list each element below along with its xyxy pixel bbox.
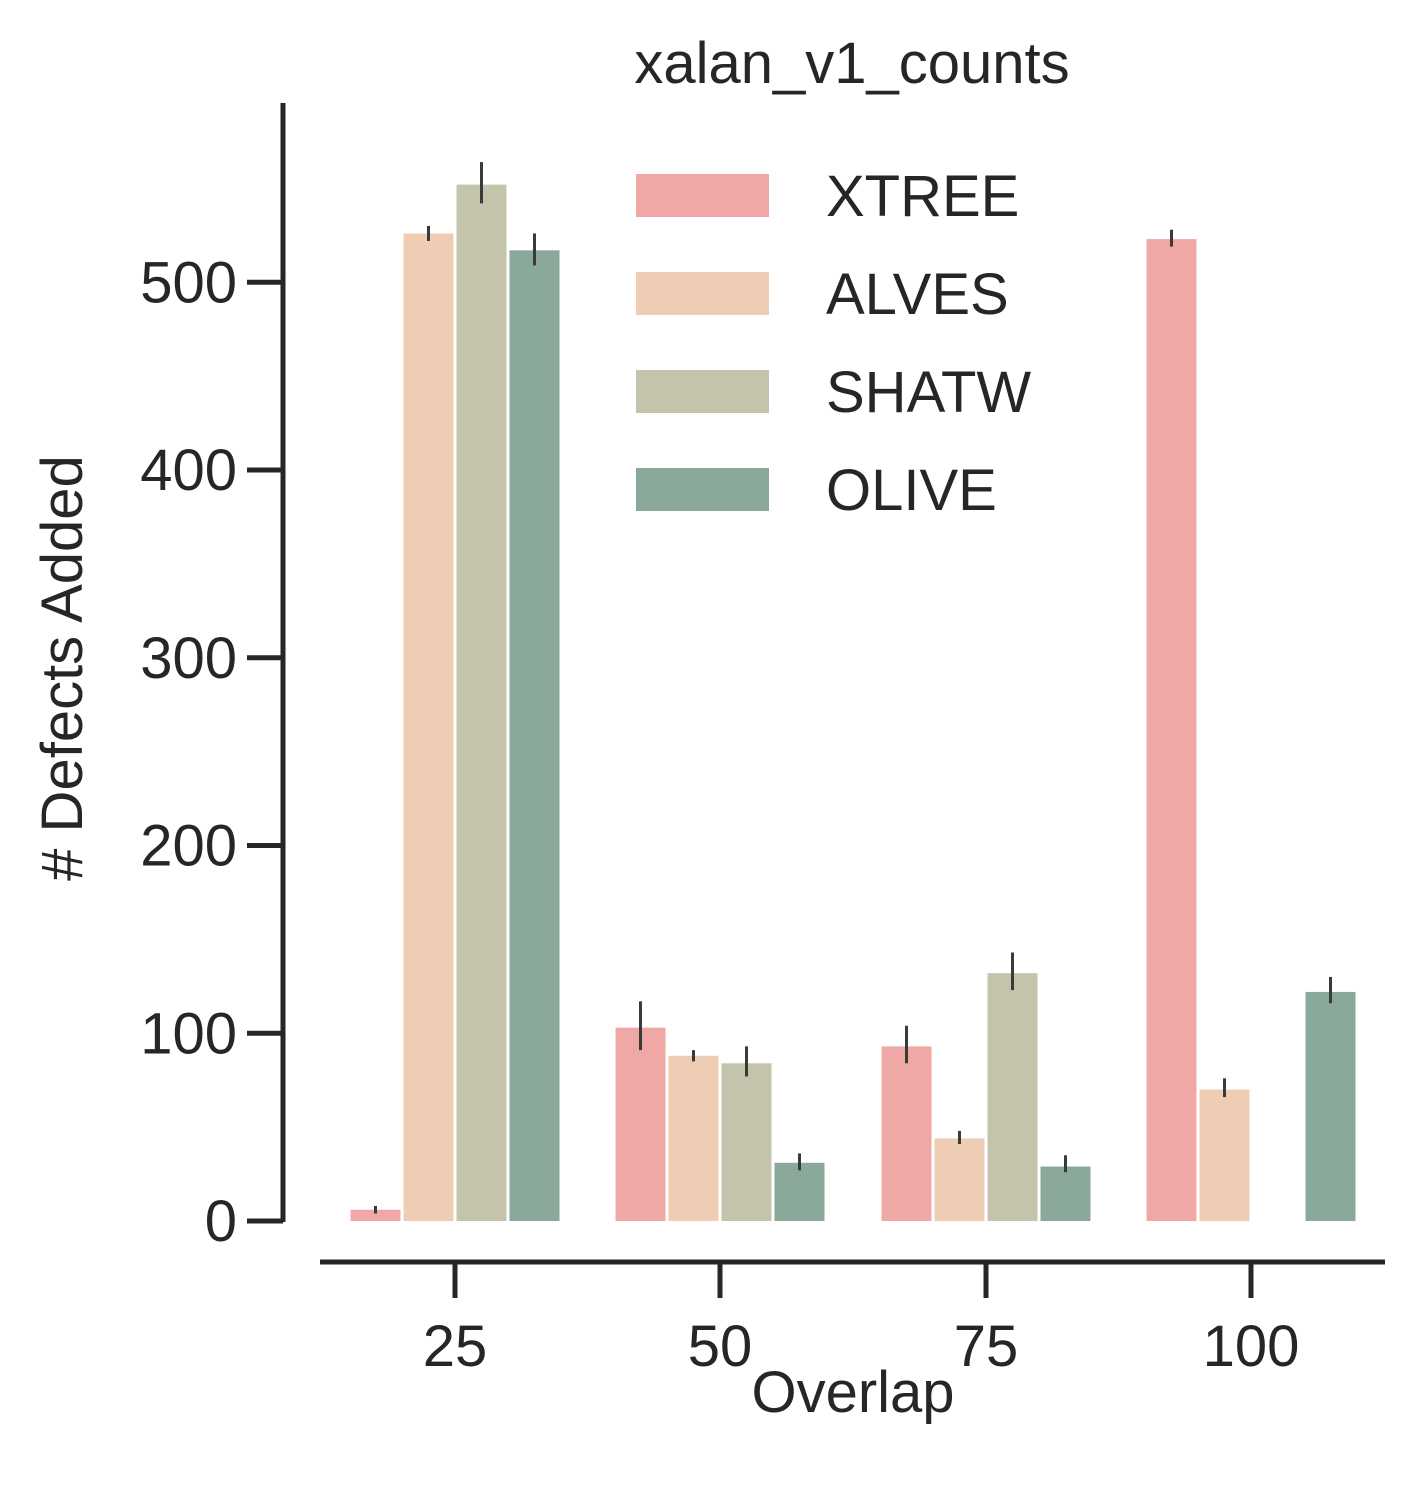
bar-alves-25	[403, 233, 454, 1221]
y-tick-label-500: 500	[140, 250, 237, 315]
y-axis-label: # Defects Added	[30, 455, 95, 881]
bar-shatw-25	[456, 184, 507, 1221]
bars	[350, 184, 1356, 1221]
legend: XTREE ALVES SHATW OLIVE	[636, 164, 1031, 523]
x-tick-label-50: 50	[688, 1314, 753, 1379]
bar-xtree-100	[1146, 239, 1197, 1221]
error-bars	[374, 162, 1332, 1214]
bar-olive-100	[1305, 991, 1356, 1221]
y-ticks: 0 100 200 300 400 500	[140, 250, 283, 1254]
y-tick-label-400: 400	[140, 438, 237, 503]
x-tick-label-100: 100	[1203, 1314, 1300, 1379]
legend-label-xtree: XTREE	[826, 164, 1019, 229]
x-tick-label-75: 75	[954, 1314, 1019, 1379]
legend-swatch-olive	[636, 468, 769, 511]
bar-xtree-50	[615, 1027, 666, 1221]
bar-shatw-75	[987, 973, 1038, 1221]
bar-olive-25	[509, 250, 560, 1221]
y-tick-label-100: 100	[140, 1001, 237, 1066]
legend-swatch-alves	[636, 272, 769, 315]
legend-swatch-shatw	[636, 370, 769, 413]
legend-swatch-xtree	[636, 174, 769, 217]
x-ticks: 25 50 75 100	[423, 1262, 1300, 1379]
bar-olive-50	[774, 1162, 825, 1221]
legend-label-shatw: SHATW	[826, 360, 1031, 425]
bar-olive-75	[1040, 1166, 1091, 1221]
bar-xtree-75	[881, 1046, 932, 1221]
bar-xtree-25	[350, 1209, 401, 1221]
legend-label-olive: OLIVE	[826, 458, 997, 523]
chart-title: xalan_v1_counts	[634, 31, 1069, 96]
legend-label-alves: ALVES	[826, 262, 1009, 327]
y-tick-label-0: 0	[205, 1189, 237, 1254]
y-tick-label-200: 200	[140, 814, 237, 879]
bar-shatw-50	[721, 1063, 772, 1221]
bar-alves-100	[1199, 1089, 1250, 1221]
bar-alves-75	[934, 1138, 985, 1221]
bar-alves-50	[668, 1055, 719, 1221]
x-axis-label: Overlap	[751, 1360, 954, 1425]
x-tick-label-25: 25	[423, 1314, 488, 1379]
y-tick-label-300: 300	[140, 626, 237, 691]
